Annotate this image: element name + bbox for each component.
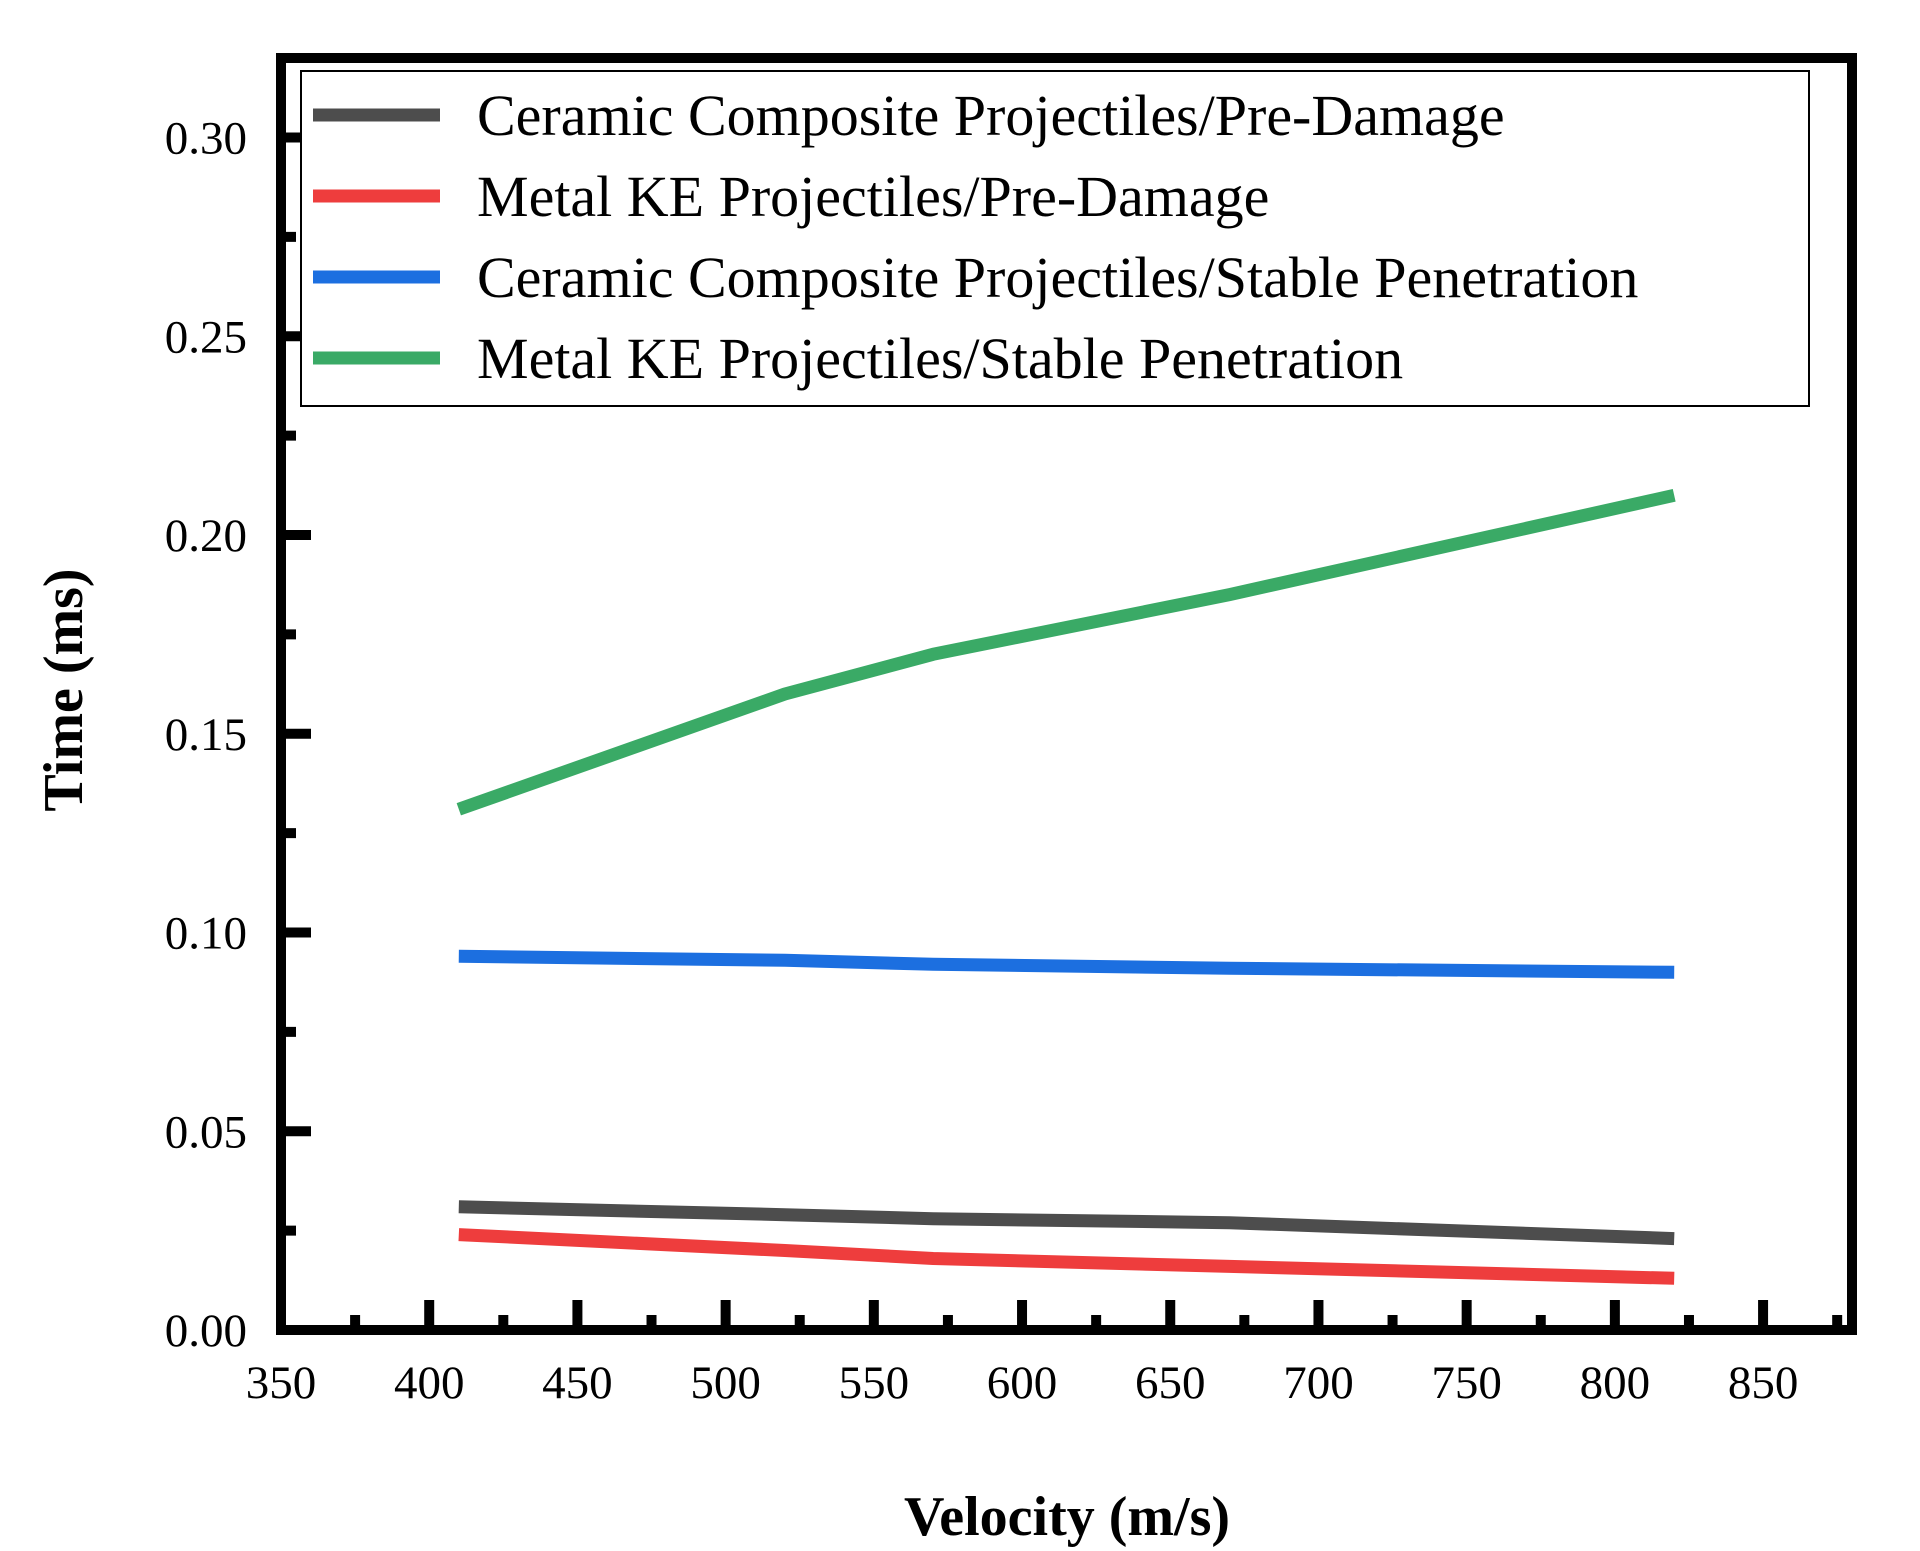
x-tick-label: 750 [1431, 1357, 1502, 1409]
legend-label: Metal KE Projectiles/Pre-Damage [477, 164, 1269, 229]
y-tick-label: 0.05 [165, 1106, 247, 1158]
x-tick-label: 550 [839, 1357, 910, 1409]
y-tick-label: 0.25 [165, 311, 247, 363]
legend: Ceramic Composite Projectiles/Pre-Damage… [300, 70, 1810, 407]
y-tick-label: 0.20 [165, 510, 247, 562]
x-tick-label: 400 [394, 1357, 465, 1409]
x-tick-label: 650 [1135, 1357, 1206, 1409]
y-tick-label: 0.30 [165, 113, 247, 165]
series-line-1 [458, 1200, 1675, 1246]
x-tick-label: 450 [542, 1357, 613, 1409]
x-tick-label: 700 [1283, 1357, 1354, 1409]
x-tick-label: 500 [690, 1357, 761, 1409]
y-tick-label: 0.15 [165, 709, 247, 761]
legend-label: Ceramic Composite Projectiles/Pre-Damage [477, 83, 1505, 148]
legend-label: Metal KE Projectiles/Stable Penetration [477, 326, 1403, 391]
series-line-3 [458, 949, 1675, 979]
x-tick-label: 800 [1580, 1357, 1651, 1409]
y-tick-label: 0.10 [165, 908, 247, 960]
series-line-2 [458, 1228, 1675, 1285]
x-tick-label: 350 [246, 1357, 317, 1409]
legend-box [300, 70, 1810, 407]
x-axis-title: Velocity (m/s) [904, 1486, 1230, 1548]
series-lines [456, 488, 1676, 1285]
legend-label: Ceramic Composite Projectiles/Stable Pen… [477, 245, 1638, 310]
y-axis-ticks: 0.00 0.05 0.10 0.15 0.20 0.25 0.30 [165, 113, 311, 1357]
x-tick-label: 600 [987, 1357, 1058, 1409]
series-line-4 [456, 488, 1676, 816]
legend-items: Ceramic Composite Projectiles/Pre-Damage… [313, 83, 1638, 391]
y-tick-label: 0.00 [165, 1305, 247, 1357]
plot-frame [276, 53, 1857, 1335]
plot-area-border [276, 53, 1857, 1335]
x-axis-ticks: 350 400 450 500 550 600 650 700 750 800 850 [246, 1300, 1843, 1409]
x-tick-label: 850 [1728, 1357, 1799, 1409]
y-axis-title: Time (ms) [33, 568, 95, 811]
